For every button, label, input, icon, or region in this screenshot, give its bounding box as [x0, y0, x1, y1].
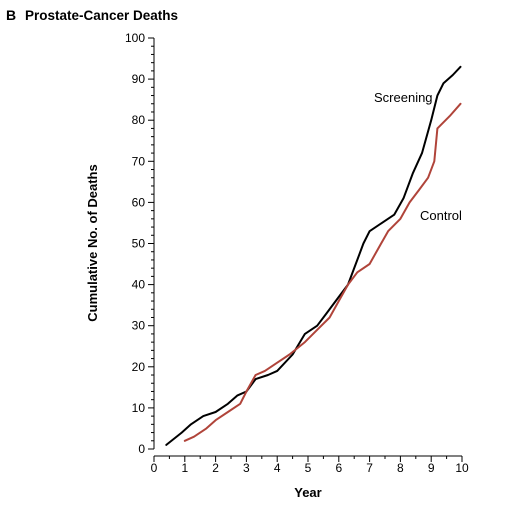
- x-tick-label: 6: [335, 461, 342, 475]
- y-tick-label: 20: [132, 360, 146, 374]
- series-lines: [165, 65, 462, 446]
- x-tick-label: 4: [274, 461, 281, 475]
- y-tick-label: 40: [132, 278, 146, 292]
- x-tick-label: 2: [212, 461, 219, 475]
- x-tick-label: 10: [455, 461, 469, 475]
- control-label: Control: [420, 208, 462, 223]
- y-tick-label: 80: [132, 113, 146, 127]
- y-tick-label: 70: [132, 154, 146, 168]
- y-tick-label: 0: [138, 442, 145, 456]
- axes: 0 10 20 30 40 50 60 70 80 90 100 0 1 2 3 4 5 6 7 8 9 10: [125, 31, 469, 475]
- y-tick-label: 30: [132, 319, 146, 333]
- screening-line: [165, 65, 462, 446]
- y-axis-title: Cumulative No. of Deaths: [85, 164, 100, 321]
- x-tick-label: 0: [151, 461, 158, 475]
- y-tick-label: 100: [125, 31, 145, 45]
- x-axis-title: Year: [294, 485, 321, 500]
- y-tick-label: 50: [132, 237, 146, 251]
- series-labels: Screening Control: [374, 90, 462, 223]
- x-tick-label: 5: [305, 461, 312, 475]
- y-tick-label: 90: [132, 72, 146, 86]
- control-line: [183, 102, 462, 442]
- x-tick-label: 7: [366, 461, 373, 475]
- y-tick-label: 60: [132, 195, 146, 209]
- chart-title: Prostate-Cancer Deaths: [25, 8, 178, 23]
- panel-letter: B: [6, 7, 16, 23]
- y-tick-label: 10: [132, 401, 146, 415]
- x-tick-label: 1: [181, 461, 188, 475]
- x-tick-label: 8: [397, 461, 404, 475]
- x-tick-label: 9: [428, 461, 435, 475]
- x-tick-label: 3: [243, 461, 250, 475]
- screening-label: Screening: [374, 90, 433, 105]
